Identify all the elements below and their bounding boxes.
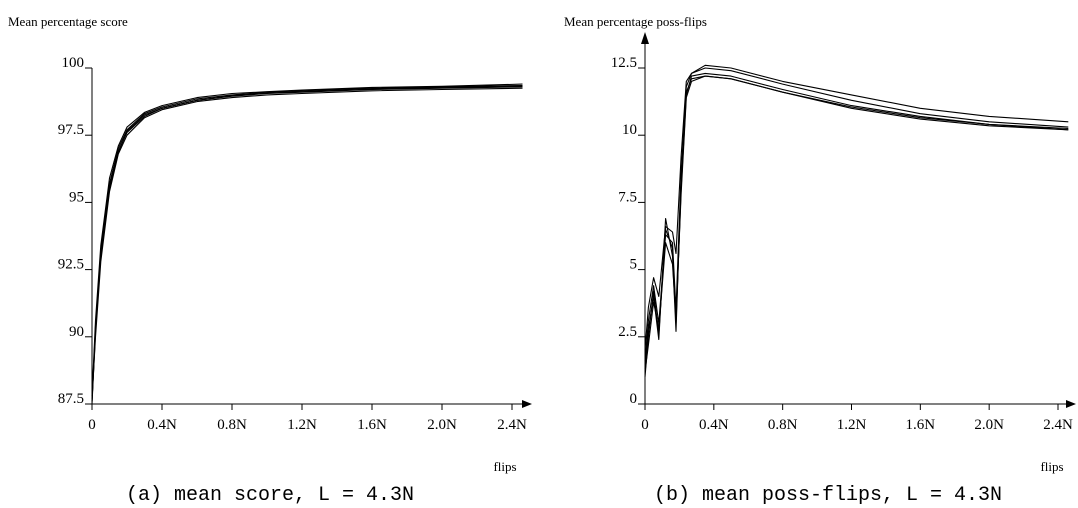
x-tick-label: 0 (88, 417, 96, 433)
chart-mean-poss-flips: Mean percentage poss-flips flips (b) mea… (564, 14, 1076, 507)
series-line-3 (644, 75, 1069, 362)
y-tick-label: 97.5 (58, 122, 84, 138)
y-tick-label: 87.5 (58, 391, 84, 407)
y-tick-label: 0 (630, 391, 638, 407)
series-line-3 (91, 87, 523, 399)
y-tick-label: 5 (630, 257, 638, 273)
y-tick-label: 100 (62, 55, 85, 71)
chart-a-x-axis-arrow (522, 400, 532, 408)
chart-a-caption: (a) mean score, L = 4.3N (126, 484, 414, 507)
series-line-5 (91, 85, 523, 402)
chart-b-x-axis-arrow (1066, 400, 1076, 408)
x-tick-label: 0.8N (217, 417, 247, 433)
x-tick-label: 0.8N (768, 417, 798, 433)
series-line-1 (91, 86, 523, 405)
y-tick-label: 7.5 (618, 189, 637, 205)
y-tick-label: 10 (622, 122, 637, 138)
y-tick-label: 2.5 (618, 324, 637, 340)
y-tick-label: 12.5 (611, 55, 637, 71)
x-tick-label: 1.6N (357, 417, 387, 433)
series-line-5 (644, 75, 1069, 372)
series-line-2 (91, 84, 523, 402)
chart-mean-score: Mean percentage score flips (a) mean sco… (8, 14, 532, 507)
chart-a-y-label: Mean percentage score (8, 14, 128, 29)
chart-a-x-label: flips (493, 459, 516, 474)
chart-b-y-label: Mean percentage poss-flips (564, 14, 707, 29)
series-line-4 (644, 64, 1069, 351)
x-tick-label: 2.0N (974, 417, 1004, 433)
y-tick-label: 90 (69, 324, 84, 340)
y-tick-label: 92.5 (58, 257, 84, 273)
x-tick-label: 2.4N (1043, 417, 1073, 433)
x-tick-label: 0 (641, 417, 649, 433)
y-tick-label: 95 (69, 189, 84, 205)
series-line-4 (91, 83, 523, 396)
x-tick-label: 2.0N (427, 417, 457, 433)
chart-b-x-label: flips (1040, 459, 1063, 474)
series-line-1 (644, 72, 1069, 378)
chart-b-y-axis-arrow (641, 32, 649, 44)
x-tick-label: 0.4N (147, 417, 177, 433)
x-tick-label: 1.6N (906, 417, 936, 433)
chart-b-caption: (b) mean poss-flips, L = 4.3N (654, 484, 1002, 507)
x-tick-label: 2.4N (497, 417, 527, 433)
x-tick-label: 1.2N (837, 417, 867, 433)
series-line-2 (644, 67, 1069, 370)
x-tick-label: 1.2N (287, 417, 317, 433)
x-tick-label: 0.4N (699, 417, 729, 433)
